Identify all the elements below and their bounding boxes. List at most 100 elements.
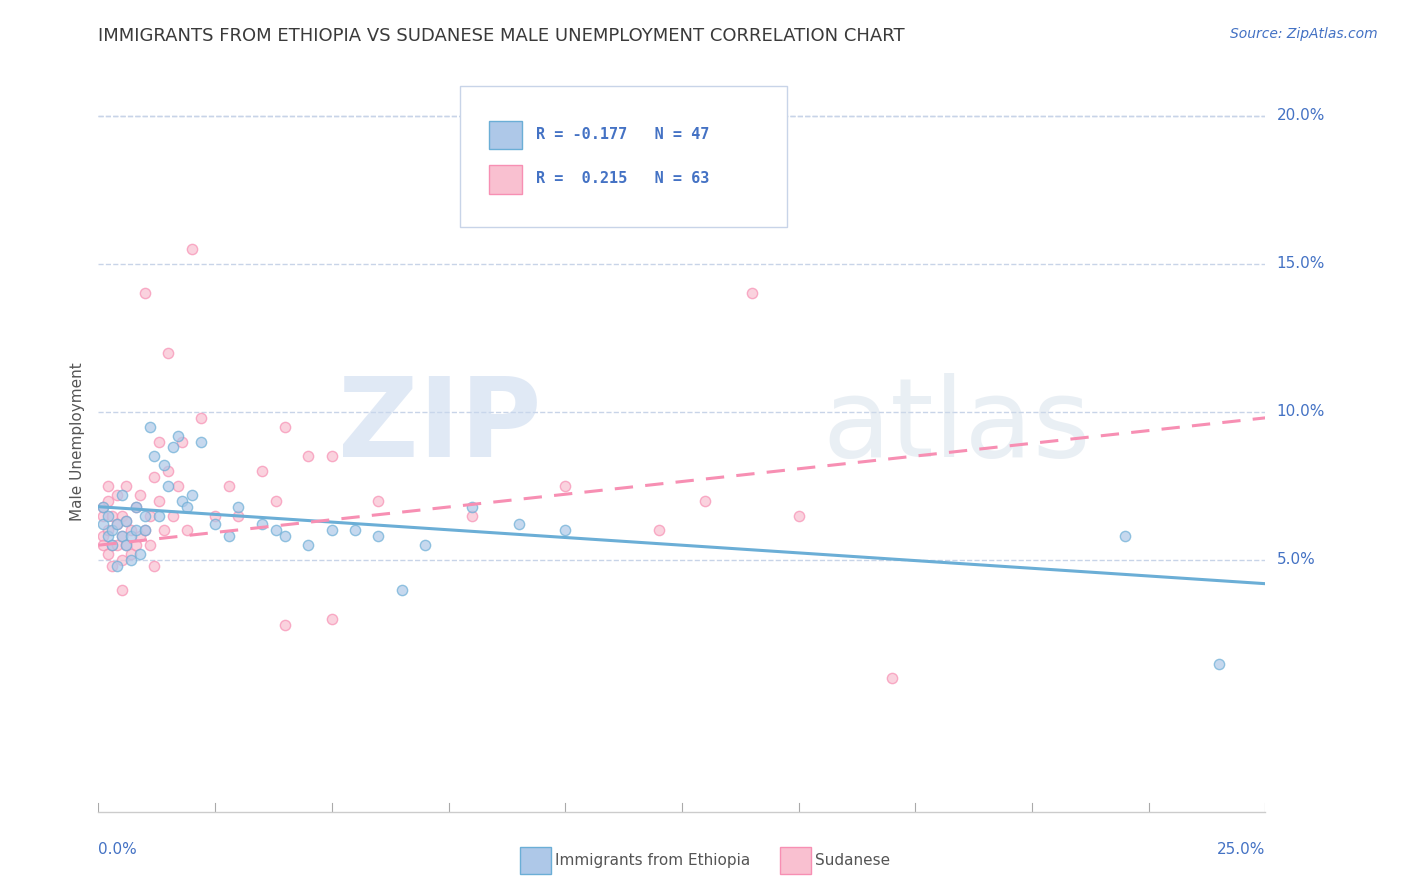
Point	[180, 488, 202, 502]
Point	[97, 524, 120, 538]
Point	[367, 493, 389, 508]
Point	[97, 508, 120, 523]
Point	[250, 517, 273, 532]
Point	[143, 450, 166, 464]
Point	[129, 488, 152, 502]
Point	[157, 479, 180, 493]
Point	[250, 464, 273, 478]
Point	[139, 419, 162, 434]
Text: R = -0.177   N = 47: R = -0.177 N = 47	[536, 127, 710, 142]
Point	[134, 524, 156, 538]
Point	[391, 582, 413, 597]
Point	[101, 538, 124, 552]
Point	[274, 618, 297, 632]
Text: Immigrants from Ethiopia: Immigrants from Ethiopia	[555, 854, 751, 868]
Point	[120, 524, 142, 538]
Point	[134, 286, 156, 301]
Point	[228, 508, 250, 523]
Point	[148, 434, 170, 449]
Point	[508, 517, 530, 532]
Point	[274, 529, 297, 543]
FancyBboxPatch shape	[460, 87, 787, 227]
Point	[125, 524, 148, 538]
Point	[264, 524, 287, 538]
Point	[162, 441, 184, 455]
Point	[111, 582, 134, 597]
Point	[172, 493, 194, 508]
Point	[91, 500, 114, 514]
Point	[97, 493, 120, 508]
Point	[152, 458, 174, 473]
Point	[115, 538, 138, 552]
Point	[105, 488, 128, 502]
Text: 5.0%: 5.0%	[1277, 552, 1315, 567]
Point	[190, 410, 212, 425]
Point	[120, 529, 142, 543]
Point	[105, 517, 128, 532]
Point	[554, 524, 576, 538]
Point	[97, 529, 120, 543]
Point	[647, 524, 669, 538]
Point	[321, 612, 343, 626]
Point	[157, 345, 180, 359]
Point	[148, 493, 170, 508]
Point	[111, 529, 134, 543]
Text: atlas: atlas	[823, 373, 1091, 480]
Point	[180, 242, 202, 256]
Point	[166, 479, 188, 493]
Point	[91, 500, 114, 514]
Text: IMMIGRANTS FROM ETHIOPIA VS SUDANESE MALE UNEMPLOYMENT CORRELATION CHART: IMMIGRANTS FROM ETHIOPIA VS SUDANESE MAL…	[98, 27, 905, 45]
Text: 0.0%: 0.0%	[98, 842, 138, 857]
Point	[91, 529, 114, 543]
Point	[321, 450, 343, 464]
Point	[101, 558, 124, 573]
Y-axis label: Male Unemployment: Male Unemployment	[69, 362, 84, 521]
Point	[190, 434, 212, 449]
Point	[297, 450, 319, 464]
Point	[172, 434, 194, 449]
Point	[1208, 657, 1230, 671]
Point	[125, 538, 148, 552]
Point	[143, 470, 166, 484]
Point	[105, 558, 128, 573]
Point	[367, 529, 389, 543]
Point	[111, 553, 134, 567]
Point	[101, 508, 124, 523]
Point	[461, 508, 484, 523]
Point	[111, 529, 134, 543]
Text: R =  0.215   N = 63: R = 0.215 N = 63	[536, 171, 710, 186]
Text: ZIP: ZIP	[339, 373, 541, 480]
Bar	[489, 165, 522, 194]
Text: 15.0%: 15.0%	[1277, 256, 1324, 271]
Point	[105, 517, 128, 532]
Point	[695, 493, 717, 508]
Point	[554, 479, 576, 493]
Point	[115, 479, 138, 493]
Point	[115, 515, 138, 529]
Point	[204, 517, 226, 532]
Point	[162, 508, 184, 523]
Point	[1114, 529, 1136, 543]
Point	[218, 479, 240, 493]
Point	[115, 538, 138, 552]
Point	[413, 538, 436, 552]
Text: Source: ZipAtlas.com: Source: ZipAtlas.com	[1230, 27, 1378, 41]
Point	[274, 419, 297, 434]
Point	[134, 524, 156, 538]
Point	[139, 538, 162, 552]
Point	[101, 538, 124, 552]
Point	[125, 500, 148, 514]
Point	[264, 493, 287, 508]
Point	[91, 538, 114, 552]
Point	[120, 547, 142, 561]
Point	[91, 508, 114, 523]
Point	[344, 524, 367, 538]
Point	[461, 500, 484, 514]
Point	[787, 508, 810, 523]
Point	[111, 508, 134, 523]
Point	[134, 508, 156, 523]
Text: 10.0%: 10.0%	[1277, 404, 1324, 419]
Point	[297, 538, 319, 552]
Point	[139, 508, 162, 523]
Point	[125, 500, 148, 514]
